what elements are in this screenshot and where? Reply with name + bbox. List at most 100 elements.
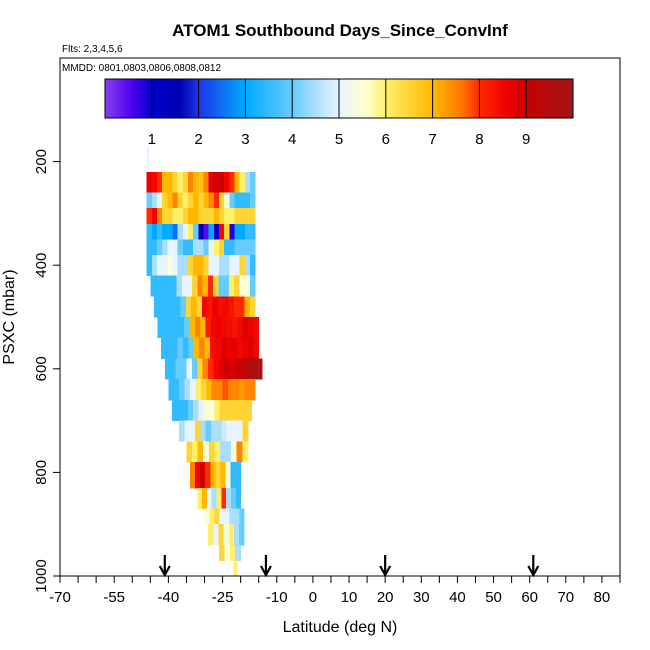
heatmap-cell	[182, 239, 189, 256]
colorbar: 1 2 3 4 5 6 7 8 9	[104, 78, 574, 148]
heatmap-cell	[197, 441, 204, 463]
heatmap-cell	[167, 208, 173, 225]
heatmap-cell	[197, 358, 204, 380]
heatmap-cell	[220, 462, 226, 489]
heatmap-cell	[181, 358, 187, 380]
heatmap-cell	[247, 337, 254, 359]
heatmap-cell	[190, 462, 196, 489]
flight-arrow-head	[259, 565, 272, 578]
heatmap-cell	[153, 296, 160, 318]
heatmap-cell	[229, 192, 235, 209]
heatmap-cell	[224, 508, 230, 525]
heatmap-cell	[175, 296, 181, 318]
heatmap-cell	[239, 524, 245, 546]
heatmap-cell	[239, 275, 246, 297]
heatmap-cell	[214, 508, 220, 525]
heatmap-cell	[249, 171, 256, 194]
heatmap-cell	[182, 399, 189, 421]
heatmap-cell	[208, 192, 215, 209]
heatmap-cell	[198, 239, 204, 256]
y-tick-label: 800	[33, 460, 50, 485]
x-tick-label: 40	[449, 589, 466, 606]
heatmap-cell	[230, 399, 236, 421]
heatmap-cell	[236, 441, 243, 463]
heatmap-cell	[225, 441, 232, 463]
heatmap-cell	[239, 171, 246, 194]
heatmap-cell	[234, 223, 241, 240]
heatmap-cell	[249, 379, 256, 401]
heatmap-cell	[213, 192, 220, 209]
heatmap-cell	[164, 358, 171, 380]
heatmap-cell	[226, 337, 233, 359]
heatmap-cell	[195, 420, 201, 442]
heatmap-cell	[224, 254, 230, 276]
heatmap-cell	[239, 254, 246, 276]
heatmap-cell	[244, 208, 251, 225]
heatmap-cell	[202, 487, 208, 510]
colorbar-tick-label: 5	[335, 131, 343, 148]
heatmap-cell	[213, 171, 220, 194]
heatmap-cell	[157, 254, 163, 276]
heatmap-cell	[198, 171, 204, 194]
heatmap-cell	[151, 171, 158, 194]
x-tick-label: 10	[341, 589, 358, 606]
heatmap-cell	[182, 223, 189, 240]
heatmap-cell	[248, 317, 254, 339]
heatmap-cell	[208, 239, 215, 256]
heatmap-cell	[198, 254, 204, 276]
heatmap-cell	[214, 399, 221, 421]
heatmap-cell	[198, 192, 204, 209]
heatmap-cell	[184, 379, 191, 401]
heatmap-cell	[146, 208, 153, 225]
y-axis: 200 400 600 800 1000	[33, 149, 60, 593]
heatmap-cell	[167, 239, 173, 256]
heatmap-cell	[172, 337, 178, 359]
heatmap-cell	[234, 208, 241, 225]
heatmap-cell	[210, 420, 217, 442]
heatmap-cell	[256, 358, 263, 380]
heatmap-cell	[210, 317, 217, 339]
heatmap-cell	[253, 337, 260, 359]
heatmap-cell	[191, 296, 197, 318]
heatmap-cell	[167, 254, 173, 276]
heatmap-cell	[228, 379, 234, 401]
heatmap-cell	[244, 379, 251, 401]
y-tick-label: 400	[33, 253, 50, 278]
x-tick-label: -55	[103, 589, 125, 606]
heatmap-cell	[146, 171, 153, 194]
heatmap-cell	[172, 254, 179, 276]
heatmap-cell	[193, 239, 199, 256]
heatmap-cell	[203, 441, 210, 463]
heatmap-cell	[179, 420, 185, 442]
colorbar-tick-label: 7	[428, 131, 436, 148]
heatmap-cell	[249, 254, 256, 276]
heatmap-cell	[224, 208, 230, 225]
heatmap-cell	[195, 462, 201, 489]
heatmap-cell	[244, 254, 251, 276]
heatmap-cell	[168, 317, 174, 339]
heatmap-cell	[179, 379, 186, 401]
heatmap-cell	[177, 171, 184, 194]
heatmap-cell	[192, 275, 198, 297]
heatmap-cell	[224, 239, 230, 256]
heatmap-cell	[223, 524, 230, 546]
heatmap-cell	[162, 192, 168, 209]
heatmap-cell	[177, 192, 184, 209]
heatmap-cell	[169, 296, 176, 318]
x-tick-label: 80	[594, 589, 611, 606]
heatmap-cell	[232, 420, 238, 442]
heatmap-cell	[213, 254, 220, 276]
heatmap-cell	[249, 296, 256, 318]
heatmap-cell	[200, 379, 207, 401]
x-tick-label: 20	[377, 589, 394, 606]
heatmap-cell	[218, 171, 225, 194]
heatmap-cell	[218, 275, 225, 297]
heatmap-cell	[172, 223, 179, 240]
heatmap-cell	[244, 275, 251, 297]
heatmap-cell	[213, 358, 220, 380]
heatmap-cell	[234, 508, 240, 525]
y-tick-label: 600	[33, 356, 50, 381]
heatmap-cell	[242, 317, 249, 339]
heatmap-cell	[172, 239, 179, 256]
heatmap-cell	[208, 208, 215, 225]
